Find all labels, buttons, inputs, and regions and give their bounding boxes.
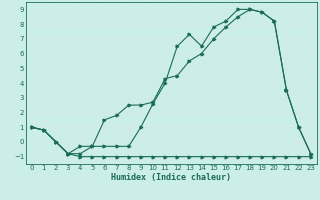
X-axis label: Humidex (Indice chaleur): Humidex (Indice chaleur) bbox=[111, 173, 231, 182]
